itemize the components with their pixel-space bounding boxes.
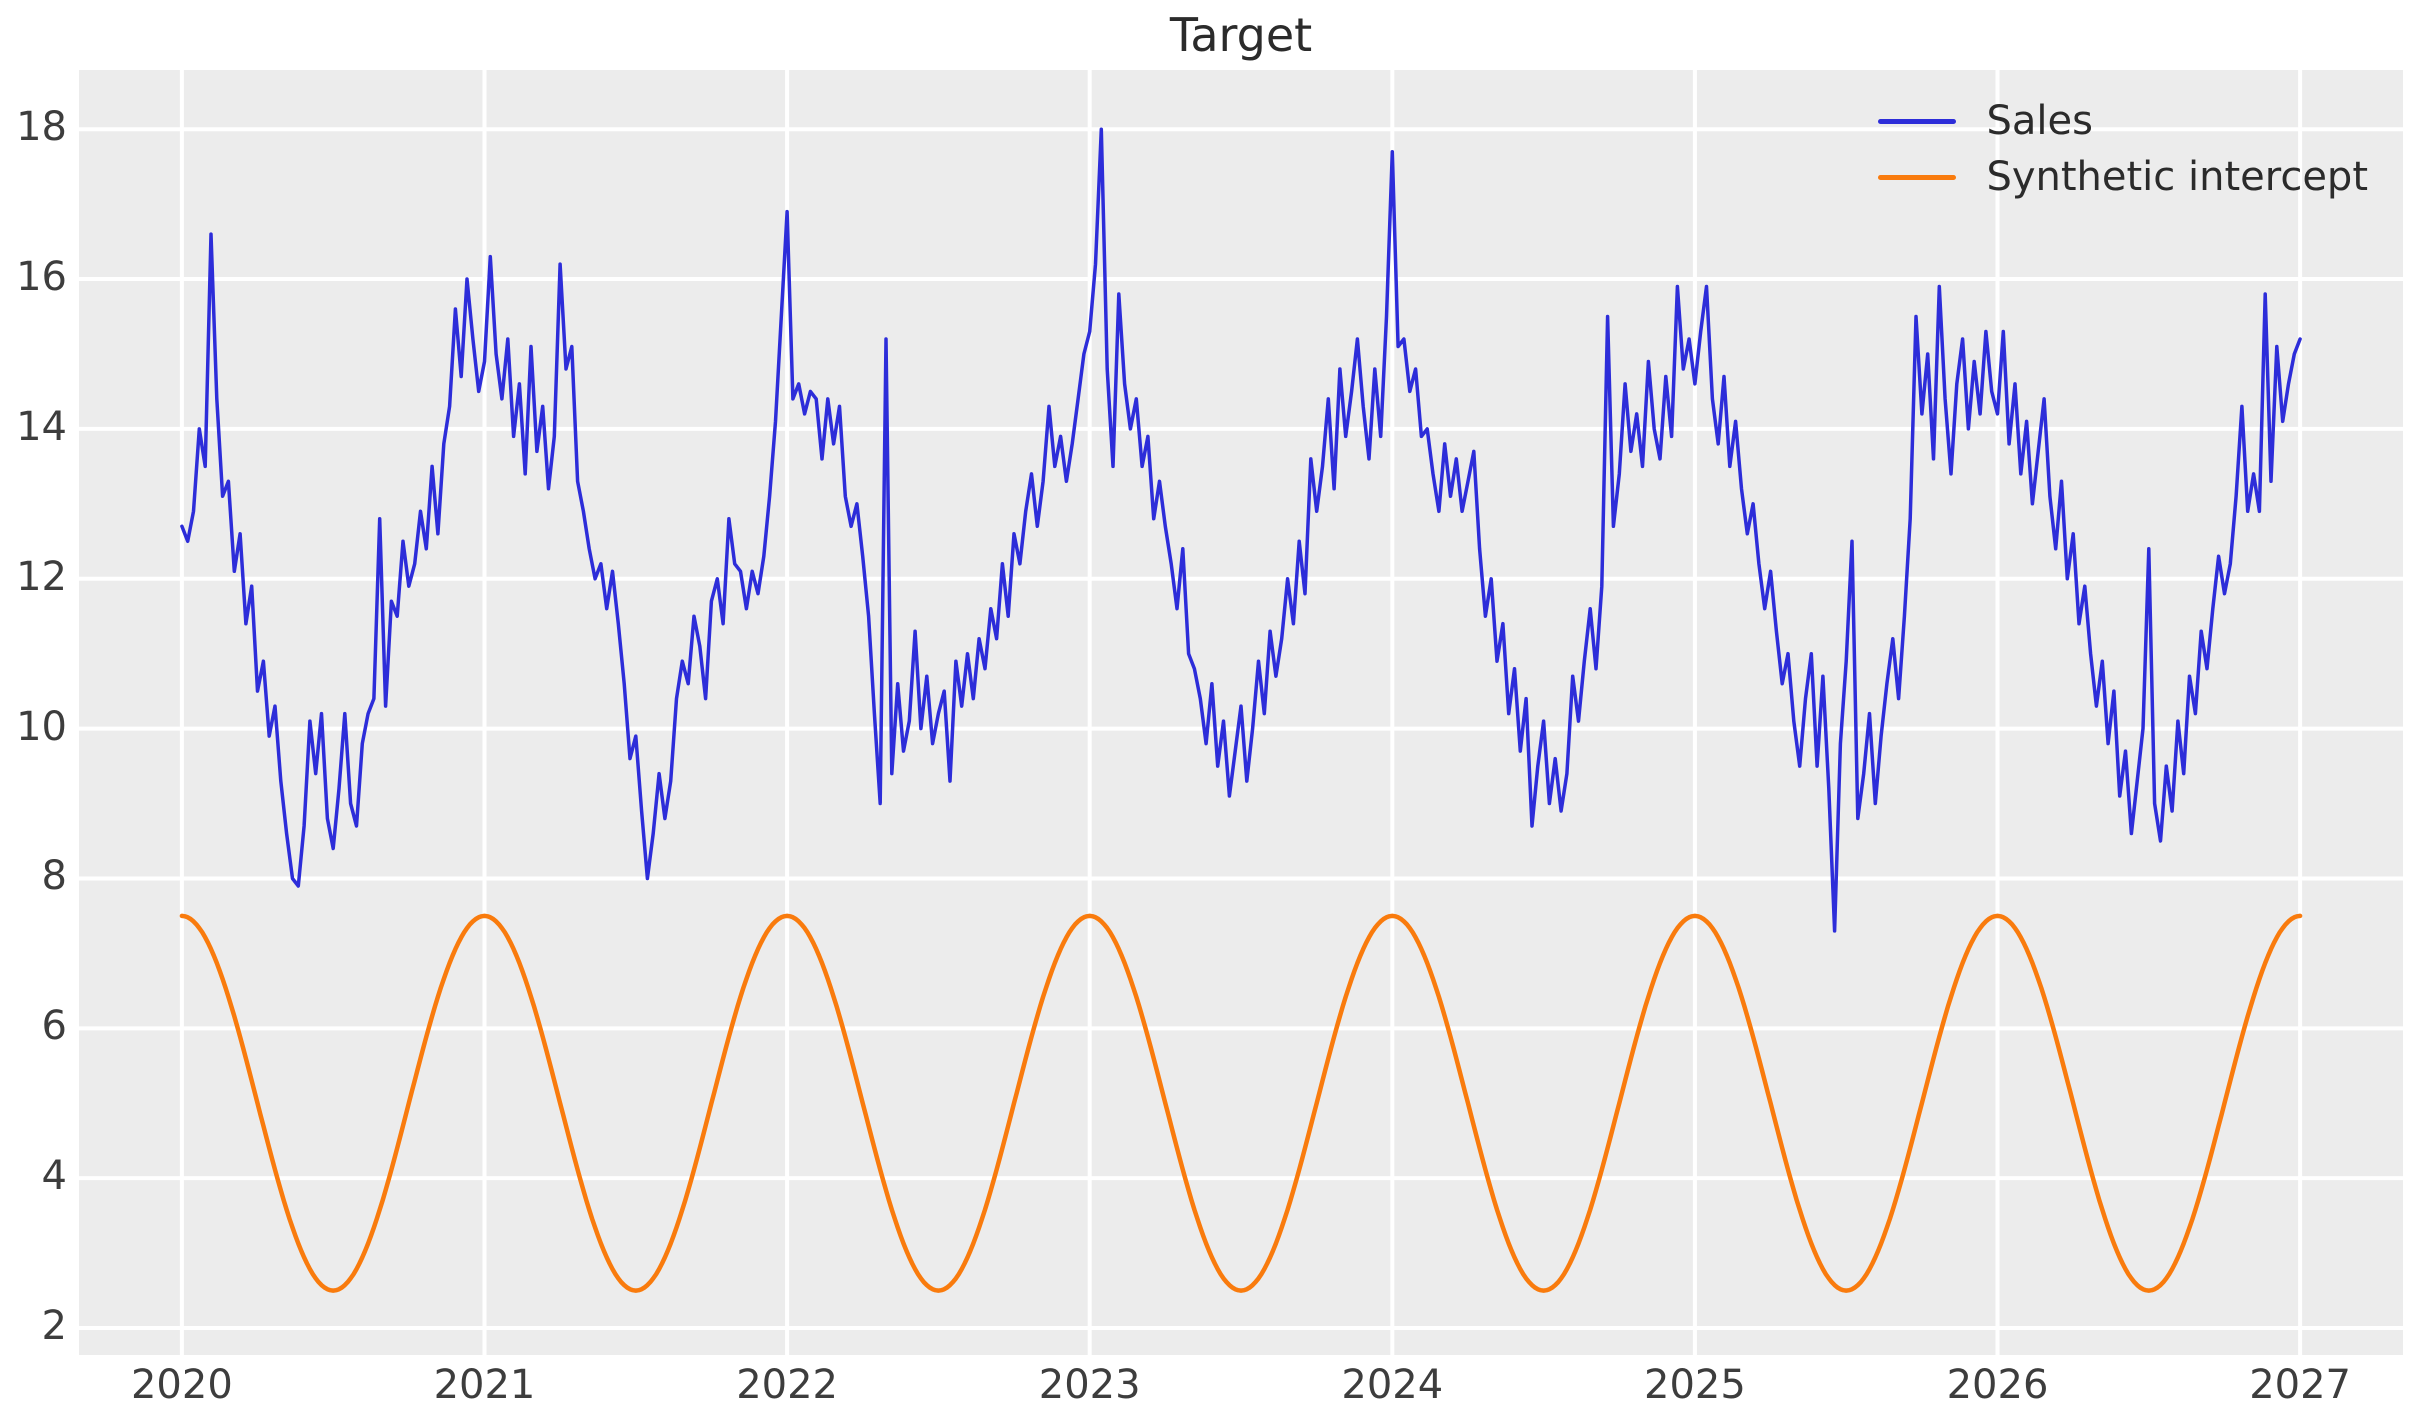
x-tick-label-2027: 2027 bbox=[2249, 1362, 2351, 1408]
legend-row-synthetic-intercept: Synthetic intercept bbox=[1878, 149, 2368, 205]
chart-title: Target bbox=[1169, 8, 1313, 62]
x-tick-label-2026: 2026 bbox=[1946, 1362, 2049, 1408]
synthetic-intercept-legend-label: Synthetic intercept bbox=[1986, 154, 2368, 200]
x-tick-label-2022: 2022 bbox=[736, 1362, 838, 1408]
y-tick-label-6: 6 bbox=[41, 1003, 67, 1050]
y-tick-label-18: 18 bbox=[16, 104, 67, 151]
legend: Sales Synthetic intercept bbox=[1878, 93, 2368, 205]
y-tick-label-12: 12 bbox=[16, 553, 67, 600]
y-tick-label-16: 16 bbox=[16, 254, 67, 301]
x-tick-label-2023: 2023 bbox=[1038, 1362, 1141, 1408]
x-tick-label-2025: 2025 bbox=[1644, 1362, 1746, 1408]
y-tick-label-8: 8 bbox=[41, 853, 67, 900]
x-tick-label-2021: 2021 bbox=[433, 1362, 536, 1408]
x-tick-label-2020: 2020 bbox=[130, 1362, 233, 1408]
sales-legend-label: Sales bbox=[1986, 98, 2093, 144]
y-tick-label-14: 14 bbox=[16, 404, 67, 451]
sales-line bbox=[180, 127, 2302, 933]
sales-line-swatch bbox=[1878, 118, 1957, 124]
x-tick-label-2024: 2024 bbox=[1341, 1362, 1444, 1408]
legend-row-sales: Sales bbox=[1878, 93, 2368, 149]
synthetic-intercept-line bbox=[179, 913, 2303, 1293]
y-tick-label-4: 4 bbox=[41, 1153, 67, 1200]
y-tick-label-10: 10 bbox=[16, 703, 67, 750]
y-tick-label-2: 2 bbox=[41, 1303, 67, 1350]
synthetic-intercept-line-swatch bbox=[1878, 174, 1957, 180]
